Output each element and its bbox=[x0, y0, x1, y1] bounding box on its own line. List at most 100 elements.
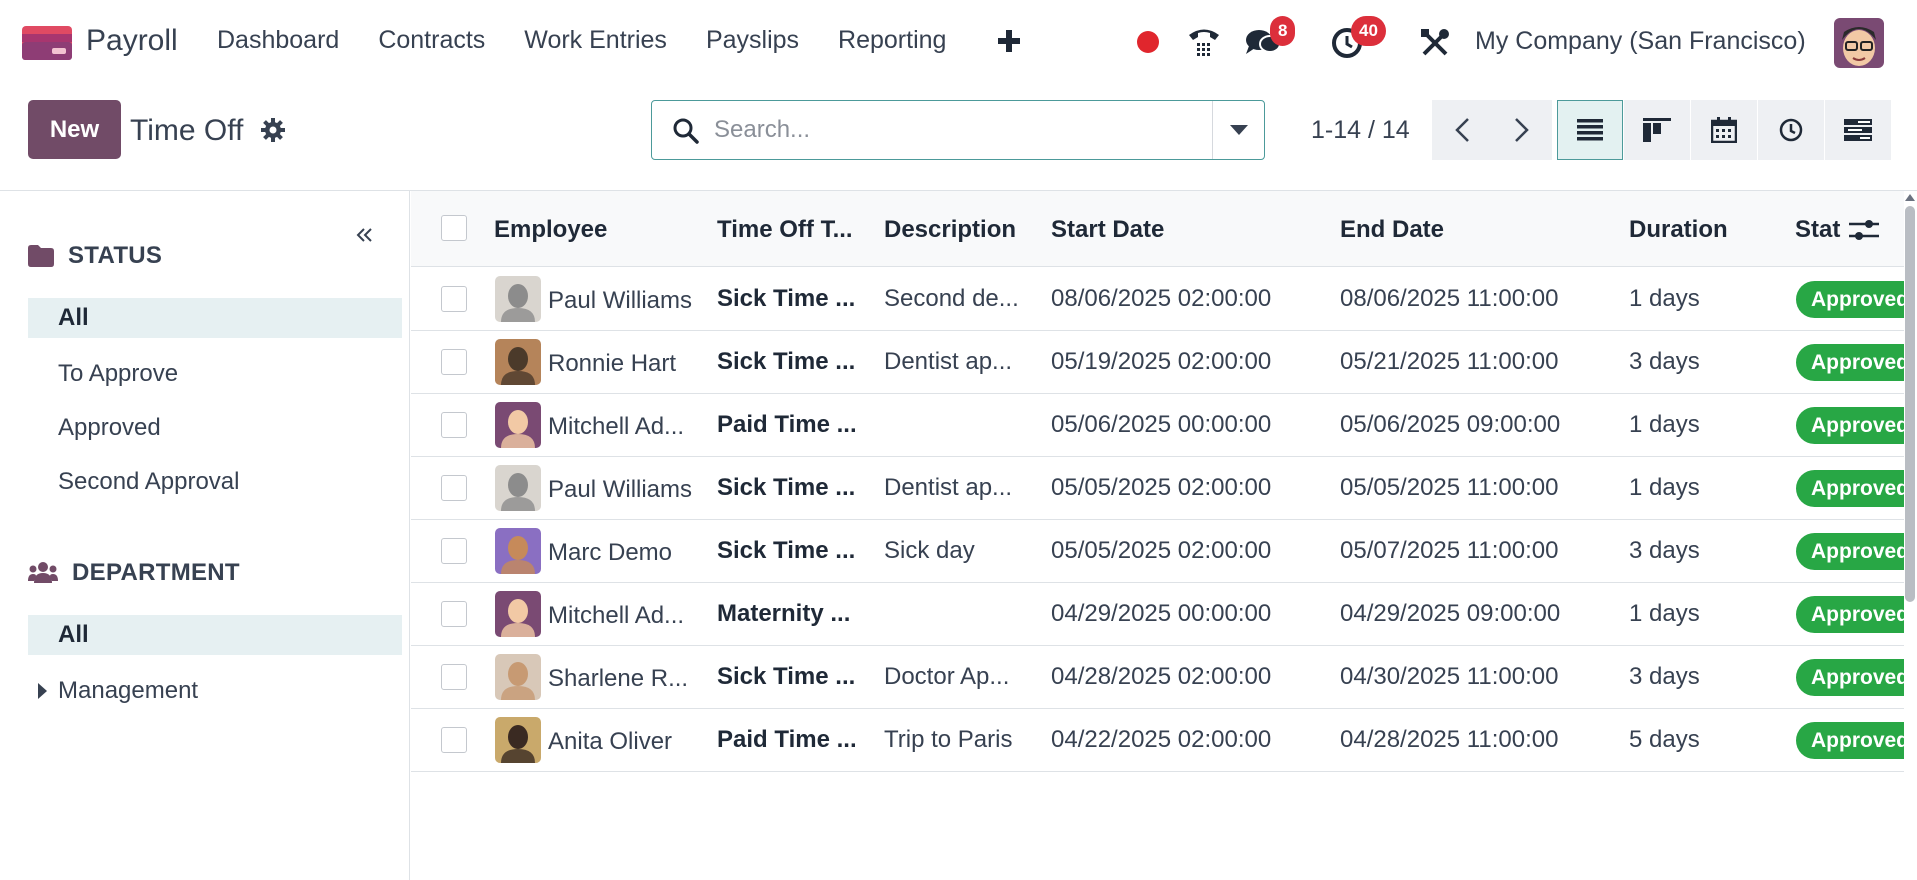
employee-name: Paul Williams bbox=[548, 287, 693, 314]
payroll-logo-icon[interactable] bbox=[22, 24, 72, 62]
gear-icon[interactable] bbox=[260, 117, 286, 143]
employee-name: Sharlene R... bbox=[548, 665, 689, 692]
table-row[interactable]: Sharlene R... Sick Time ... Doctor Ap... 04… bbox=[411, 646, 1904, 709]
calendar-view-icon bbox=[1711, 117, 1737, 143]
duration: 3 days bbox=[1629, 537, 1700, 564]
app-name[interactable]: Payroll bbox=[86, 24, 178, 57]
status-badge: Approved bbox=[1796, 344, 1904, 381]
column-description[interactable]: Description bbox=[884, 216, 1017, 243]
chat-icon[interactable] bbox=[1245, 28, 1281, 58]
duration: 5 days bbox=[1629, 726, 1700, 753]
row-checkbox[interactable] bbox=[441, 538, 467, 564]
scrollbar-thumb[interactable] bbox=[1905, 206, 1915, 602]
employee-avatar bbox=[495, 591, 541, 637]
status-filter-all[interactable]: All bbox=[28, 298, 402, 338]
column-start-date[interactable]: Start Date bbox=[1051, 216, 1165, 243]
chevron-right-icon bbox=[1515, 118, 1529, 142]
pager-value[interactable]: 1-14 / 14 bbox=[1311, 116, 1410, 144]
table-row[interactable]: Paul Williams Sick Time ... Second de... 08… bbox=[411, 268, 1904, 331]
gantt-view-icon bbox=[1844, 119, 1872, 141]
kanban-view-button[interactable] bbox=[1624, 100, 1690, 160]
table-row[interactable]: Ronnie Hart Sick Time ... Dentist ap... 05/… bbox=[411, 331, 1904, 394]
row-checkbox[interactable] bbox=[441, 286, 467, 312]
search-options-toggle[interactable] bbox=[1214, 101, 1264, 159]
row-checkbox[interactable] bbox=[441, 601, 467, 627]
tools-icon[interactable] bbox=[1420, 28, 1450, 58]
user-avatar[interactable] bbox=[1834, 18, 1884, 68]
duration: 1 days bbox=[1629, 474, 1700, 501]
description: Dentist ap... bbox=[884, 348, 1013, 375]
employee-name: Mitchell Ad... bbox=[548, 413, 685, 440]
description: Trip to Paris bbox=[884, 726, 1013, 753]
time-off-list: Employee Time Off T... Description Start… bbox=[411, 191, 1904, 880]
employee-avatar bbox=[495, 465, 541, 511]
status-filter-approved[interactable]: Approved bbox=[58, 414, 161, 441]
department-section-title: DEPARTMENT bbox=[72, 559, 240, 586]
table-row[interactable]: Paul Williams Sick Time ... Dentist ap... 0… bbox=[411, 457, 1904, 520]
list-view-button[interactable] bbox=[1557, 100, 1623, 160]
column-duration[interactable]: Duration bbox=[1629, 216, 1728, 243]
status-filter-to-approve[interactable]: To Approve bbox=[58, 360, 179, 387]
table-row[interactable]: Mitchell Ad... Paid Time ... 05/06/2025 00… bbox=[411, 394, 1904, 457]
department-filter-all[interactable]: All bbox=[28, 615, 402, 655]
new-button[interactable]: New bbox=[28, 100, 121, 159]
menu-contracts[interactable]: Contracts bbox=[378, 26, 486, 54]
row-checkbox[interactable] bbox=[441, 349, 467, 375]
time-off-type: Maternity ... bbox=[717, 600, 851, 627]
menu-reporting[interactable]: Reporting bbox=[838, 26, 947, 54]
end-date: 04/29/2025 09:00:00 bbox=[1340, 600, 1561, 627]
status-section-header: STATUS bbox=[28, 242, 162, 270]
table-row[interactable]: Marc Demo Sick Time ... Sick day 05/05/2025… bbox=[411, 520, 1904, 583]
select-all-checkbox[interactable] bbox=[441, 215, 467, 241]
start-date: 05/06/2025 00:00:00 bbox=[1051, 411, 1272, 438]
activity-view-button[interactable] bbox=[1758, 100, 1824, 160]
row-checkbox[interactable] bbox=[441, 727, 467, 753]
search-bar bbox=[651, 100, 1265, 160]
table-header: Employee Time Off T... Description Start… bbox=[411, 191, 1904, 267]
employee-avatar bbox=[495, 276, 541, 322]
employee-name: Ronnie Hart bbox=[548, 350, 677, 377]
time-off-type: Sick Time ... bbox=[717, 663, 856, 690]
duration: 3 days bbox=[1629, 663, 1700, 690]
double-chevron-left-icon[interactable] bbox=[356, 227, 372, 243]
column-status[interactable]: Stat bbox=[1795, 216, 1841, 243]
row-checkbox[interactable] bbox=[441, 412, 467, 438]
column-employee[interactable]: Employee bbox=[494, 216, 608, 243]
department-filter-management[interactable]: Management bbox=[58, 677, 199, 704]
menu-work-entries[interactable]: Work Entries bbox=[524, 26, 667, 54]
activity-view-icon bbox=[1779, 118, 1803, 142]
description: Dentist ap... bbox=[884, 474, 1013, 501]
status-badge: Approved bbox=[1796, 533, 1904, 570]
row-checkbox[interactable] bbox=[441, 664, 467, 690]
top-navbar: Payroll Dashboard Contracts Work Entries… bbox=[0, 0, 1917, 86]
table-row[interactable]: Mitchell Ad... Maternity ... 04/29/2025 00… bbox=[411, 583, 1904, 646]
company-switcher[interactable]: My Company (San Francisco) bbox=[1475, 27, 1806, 55]
gantt-view-button[interactable] bbox=[1825, 100, 1891, 160]
employee-avatar bbox=[495, 402, 541, 448]
search-separator bbox=[1212, 101, 1213, 159]
calendar-view-button[interactable] bbox=[1691, 100, 1757, 160]
column-end-date[interactable]: End Date bbox=[1340, 216, 1445, 243]
caret-right-icon[interactable] bbox=[38, 683, 47, 699]
time-off-type: Sick Time ... bbox=[717, 348, 856, 375]
scroll-up-arrow[interactable] bbox=[1905, 194, 1915, 201]
menu-payslips[interactable]: Payslips bbox=[705, 26, 800, 54]
employee-name: Paul Williams bbox=[548, 476, 693, 503]
menu-dashboard[interactable]: Dashboard bbox=[217, 26, 340, 54]
plus-icon[interactable] bbox=[998, 30, 1020, 52]
pager-previous-button[interactable] bbox=[1432, 100, 1492, 160]
status-filter-second-approval[interactable]: Second Approval bbox=[58, 468, 240, 495]
kanban-view-icon bbox=[1643, 118, 1671, 142]
row-checkbox[interactable] bbox=[441, 475, 467, 501]
table-row[interactable]: Anita Oliver Paid Time ... Trip to Paris 04… bbox=[411, 709, 1904, 772]
phone-icon[interactable] bbox=[1186, 24, 1222, 60]
column-time-off-type[interactable]: Time Off T... bbox=[717, 216, 853, 243]
status-badge: Approved bbox=[1796, 470, 1904, 507]
start-date: 05/19/2025 02:00:00 bbox=[1051, 348, 1272, 375]
status-badge: Approved bbox=[1796, 281, 1904, 318]
pager-next-button[interactable] bbox=[1492, 100, 1552, 160]
search-input[interactable] bbox=[714, 111, 1254, 149]
start-date: 04/22/2025 02:00:00 bbox=[1051, 726, 1272, 753]
settings-sliders-icon[interactable] bbox=[1849, 217, 1879, 243]
record-icon[interactable] bbox=[1137, 31, 1159, 53]
